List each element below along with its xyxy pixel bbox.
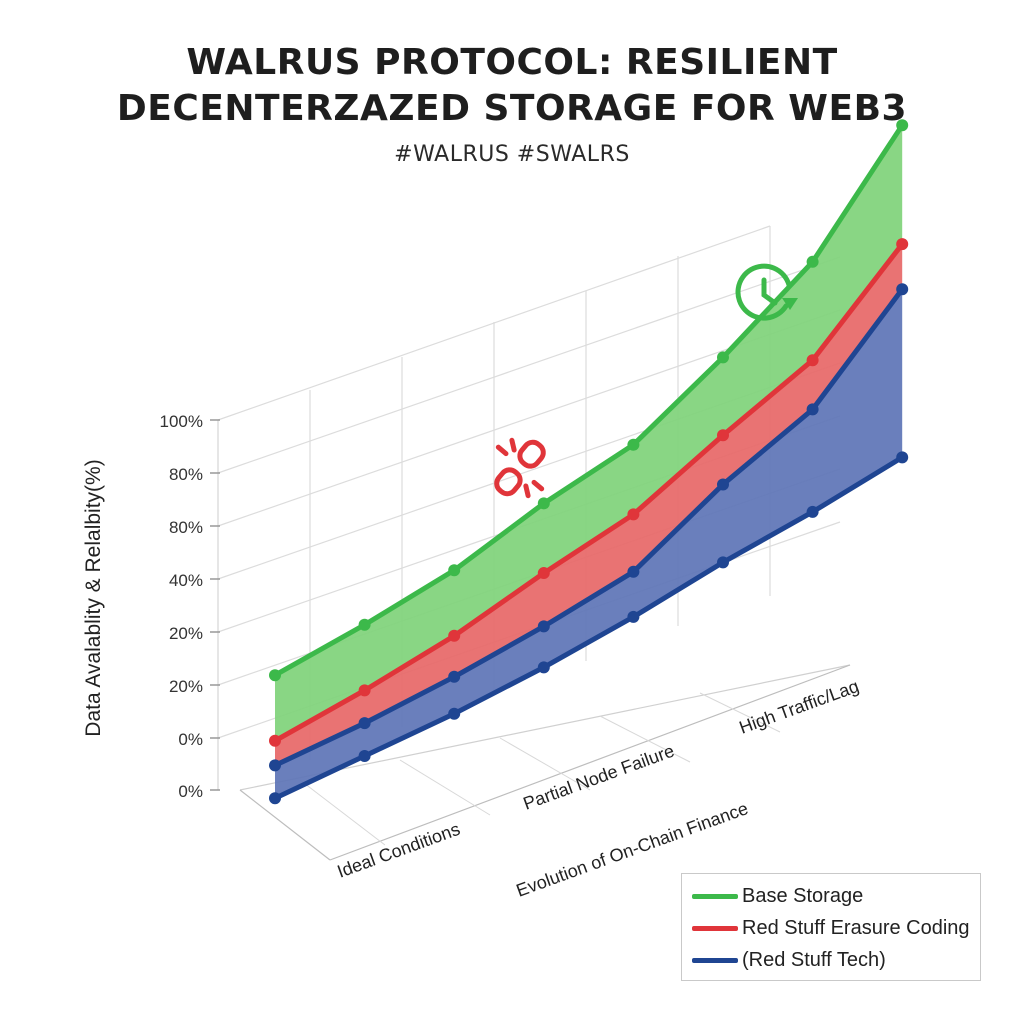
series-3: [269, 451, 909, 805]
series-line: [273, 123, 905, 678]
data-point: [358, 684, 371, 697]
data-point: [537, 620, 550, 633]
data-point: [448, 629, 461, 642]
data-point: [896, 283, 909, 296]
data-point: [896, 451, 909, 464]
data-point: [537, 661, 550, 674]
y-tick-label: 20%: [169, 677, 203, 696]
data-point: [537, 497, 550, 510]
x-tick-label: Partial Node Failure: [521, 741, 677, 814]
chart-title-line-1: WALRUS PROTOCOL: RESILIENT: [186, 42, 838, 83]
legend-item-base-storage: Base Storage: [692, 880, 970, 912]
series-0: [269, 119, 909, 682]
area-band-0: [275, 125, 903, 741]
legend-item-red-stuff-erasure-coding: Red Stuff Erasure Coding: [692, 912, 970, 944]
data-point: [269, 792, 281, 805]
data-point: [717, 556, 729, 569]
data-point: [806, 354, 819, 367]
data-point: [806, 255, 819, 268]
data-point: [627, 508, 640, 521]
data-point: [717, 478, 729, 491]
data-point: [717, 351, 729, 364]
legend-swatch: [692, 957, 738, 963]
chart-hashtags: #WALRUS #SWALRS: [394, 142, 630, 167]
data-point: [627, 565, 640, 578]
area-band-1: [275, 244, 903, 766]
chart-title: WALRUS PROTOCOL: RESILIENT DECENTERZAZED…: [0, 40, 1024, 132]
data-point: [448, 564, 461, 577]
data-point: [806, 505, 819, 518]
data-point: [448, 670, 461, 683]
data-point: [269, 669, 281, 682]
y-tick-label: 80%: [169, 465, 203, 484]
data-point: [627, 610, 640, 623]
series-1: [269, 238, 909, 747]
data-point: [358, 618, 371, 631]
series-lines: [269, 119, 909, 805]
chart-legend: Base Storage Red Stuff Erasure Coding (R…: [681, 873, 981, 981]
legend-swatch: [692, 925, 738, 931]
data-point: [448, 707, 461, 720]
x-tick-label: Ideal Conditions: [335, 819, 463, 882]
legend-label: (Red Stuff Tech): [742, 948, 886, 971]
clock-refresh-icon: [735, 263, 798, 321]
legend-item-red-stuff-tech: (Red Stuff Tech): [692, 944, 970, 976]
y-tick-label: 80%: [169, 518, 203, 537]
series-line: [273, 242, 905, 743]
area-fills: [275, 125, 903, 799]
legend-label: Red Stuff Erasure Coding: [742, 916, 970, 939]
data-point: [896, 119, 909, 132]
legend-label: Base Storage: [742, 884, 864, 907]
y-tick-label: 20%: [169, 624, 203, 643]
y-tick-label: 100%: [160, 412, 203, 431]
series-line: [273, 455, 904, 801]
legend-swatch: [692, 893, 738, 899]
data-point: [537, 567, 550, 580]
data-point: [627, 438, 640, 451]
y-tick-label: 0%: [178, 730, 203, 749]
series-2: [269, 283, 909, 772]
series-line: [273, 287, 905, 768]
data-point: [269, 759, 281, 772]
data-point: [358, 749, 371, 762]
data-point: [358, 717, 371, 730]
y-axis-label: Data Avalablity & Relalbity(%): [82, 459, 105, 736]
data-point: [269, 734, 281, 747]
y-tick-label: 0%: [178, 782, 203, 801]
x-tick-label: High Traffic/Lag: [737, 676, 862, 738]
data-point: [717, 429, 729, 442]
y-tick-label: 40%: [169, 571, 203, 590]
broken-link-icon: [494, 437, 546, 499]
data-point: [806, 403, 819, 416]
area-band-2: [275, 289, 903, 799]
data-point: [896, 238, 909, 251]
chart-title-line-2: DECENTERZAZED STORAGE FOR WEB3: [116, 88, 908, 129]
